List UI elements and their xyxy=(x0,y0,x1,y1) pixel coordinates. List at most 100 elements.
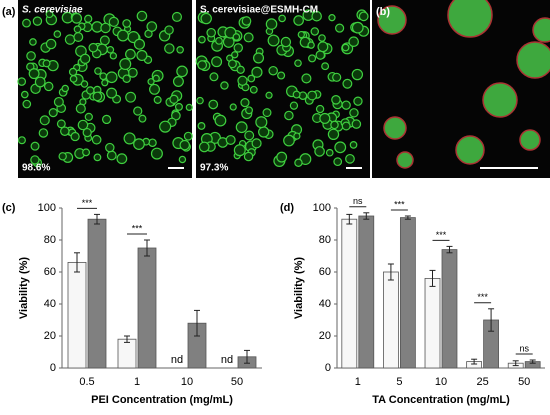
cell xyxy=(240,98,250,108)
bar xyxy=(137,247,157,369)
cell xyxy=(22,99,32,109)
cell xyxy=(133,138,145,150)
cell xyxy=(233,43,244,53)
cell xyxy=(349,108,359,118)
panel-label: (b) xyxy=(376,6,390,18)
cell xyxy=(80,80,89,88)
cell xyxy=(116,153,128,165)
significance-label: *** xyxy=(132,223,143,233)
panel-label: (a) xyxy=(2,6,16,18)
cell xyxy=(328,14,336,22)
cell xyxy=(289,101,299,110)
cell xyxy=(294,59,302,68)
error-bar xyxy=(446,245,453,254)
y-tick-label: 20 xyxy=(319,330,331,342)
y-tick-label: 100 xyxy=(313,202,331,214)
cell xyxy=(383,116,407,140)
cell xyxy=(106,87,118,99)
cell xyxy=(255,116,268,129)
error-bar xyxy=(124,335,130,343)
error-bar xyxy=(94,213,100,225)
cell xyxy=(292,90,301,99)
cell xyxy=(325,148,334,157)
cell xyxy=(185,103,193,112)
cell xyxy=(247,74,256,83)
cell xyxy=(105,71,118,84)
x-tick-label: 50 xyxy=(518,376,530,388)
cell xyxy=(251,66,263,78)
cell xyxy=(169,94,179,104)
cell xyxy=(197,122,206,130)
cell xyxy=(278,14,286,23)
error-bar xyxy=(512,360,519,367)
cell xyxy=(516,41,550,79)
cell xyxy=(125,48,136,60)
cell xyxy=(237,75,248,86)
cell xyxy=(178,155,187,164)
cell xyxy=(43,81,54,92)
cell xyxy=(17,136,26,145)
cell xyxy=(267,34,280,47)
cell xyxy=(82,148,91,157)
cell xyxy=(198,141,210,153)
cell xyxy=(293,15,304,26)
cell xyxy=(310,27,320,36)
cell xyxy=(276,151,288,163)
cell xyxy=(79,53,91,64)
cell xyxy=(351,119,362,129)
cell xyxy=(92,91,103,102)
x-tick-label: 10 xyxy=(181,376,193,388)
error-bar xyxy=(363,212,370,220)
cell xyxy=(94,67,102,75)
cell xyxy=(28,68,40,80)
cell xyxy=(39,115,50,126)
cell xyxy=(345,153,355,164)
bar xyxy=(424,277,441,369)
cell xyxy=(174,102,183,111)
cell xyxy=(69,75,78,83)
y-axis-label: Viability (%) xyxy=(18,257,30,319)
cell xyxy=(333,157,343,167)
cell xyxy=(341,43,350,52)
bar xyxy=(341,218,358,369)
error-bar xyxy=(488,308,495,332)
cell xyxy=(176,45,184,54)
cell xyxy=(99,72,108,81)
cell xyxy=(317,41,329,53)
cell xyxy=(280,36,292,48)
y-tick-label: 80 xyxy=(44,234,56,246)
cell xyxy=(21,90,29,99)
cell xyxy=(105,142,115,153)
cell xyxy=(176,65,188,78)
cell xyxy=(277,71,286,80)
cell xyxy=(68,67,78,77)
cell xyxy=(77,119,89,131)
cell xyxy=(377,5,407,35)
cell xyxy=(208,99,219,110)
x-tick-label: 10 xyxy=(435,376,447,388)
cell xyxy=(172,76,184,87)
y-tick-label: 40 xyxy=(44,298,56,310)
bar xyxy=(383,271,399,369)
cell xyxy=(319,112,331,124)
cell xyxy=(532,17,550,43)
bar xyxy=(399,217,416,369)
cell xyxy=(251,138,262,149)
cell xyxy=(73,32,84,43)
cell xyxy=(60,126,70,136)
cell xyxy=(249,85,258,94)
y-tick-label: 80 xyxy=(319,234,331,246)
cell xyxy=(311,10,322,22)
cell xyxy=(227,59,237,69)
cell xyxy=(341,100,351,110)
error-bar xyxy=(244,349,250,364)
bar xyxy=(87,218,107,369)
cell xyxy=(519,129,541,151)
cell xyxy=(211,56,223,68)
error-bar xyxy=(346,213,353,225)
cell xyxy=(455,135,485,165)
cell xyxy=(335,23,345,33)
cell xyxy=(183,131,193,141)
cell xyxy=(351,21,364,34)
cell xyxy=(100,22,111,34)
